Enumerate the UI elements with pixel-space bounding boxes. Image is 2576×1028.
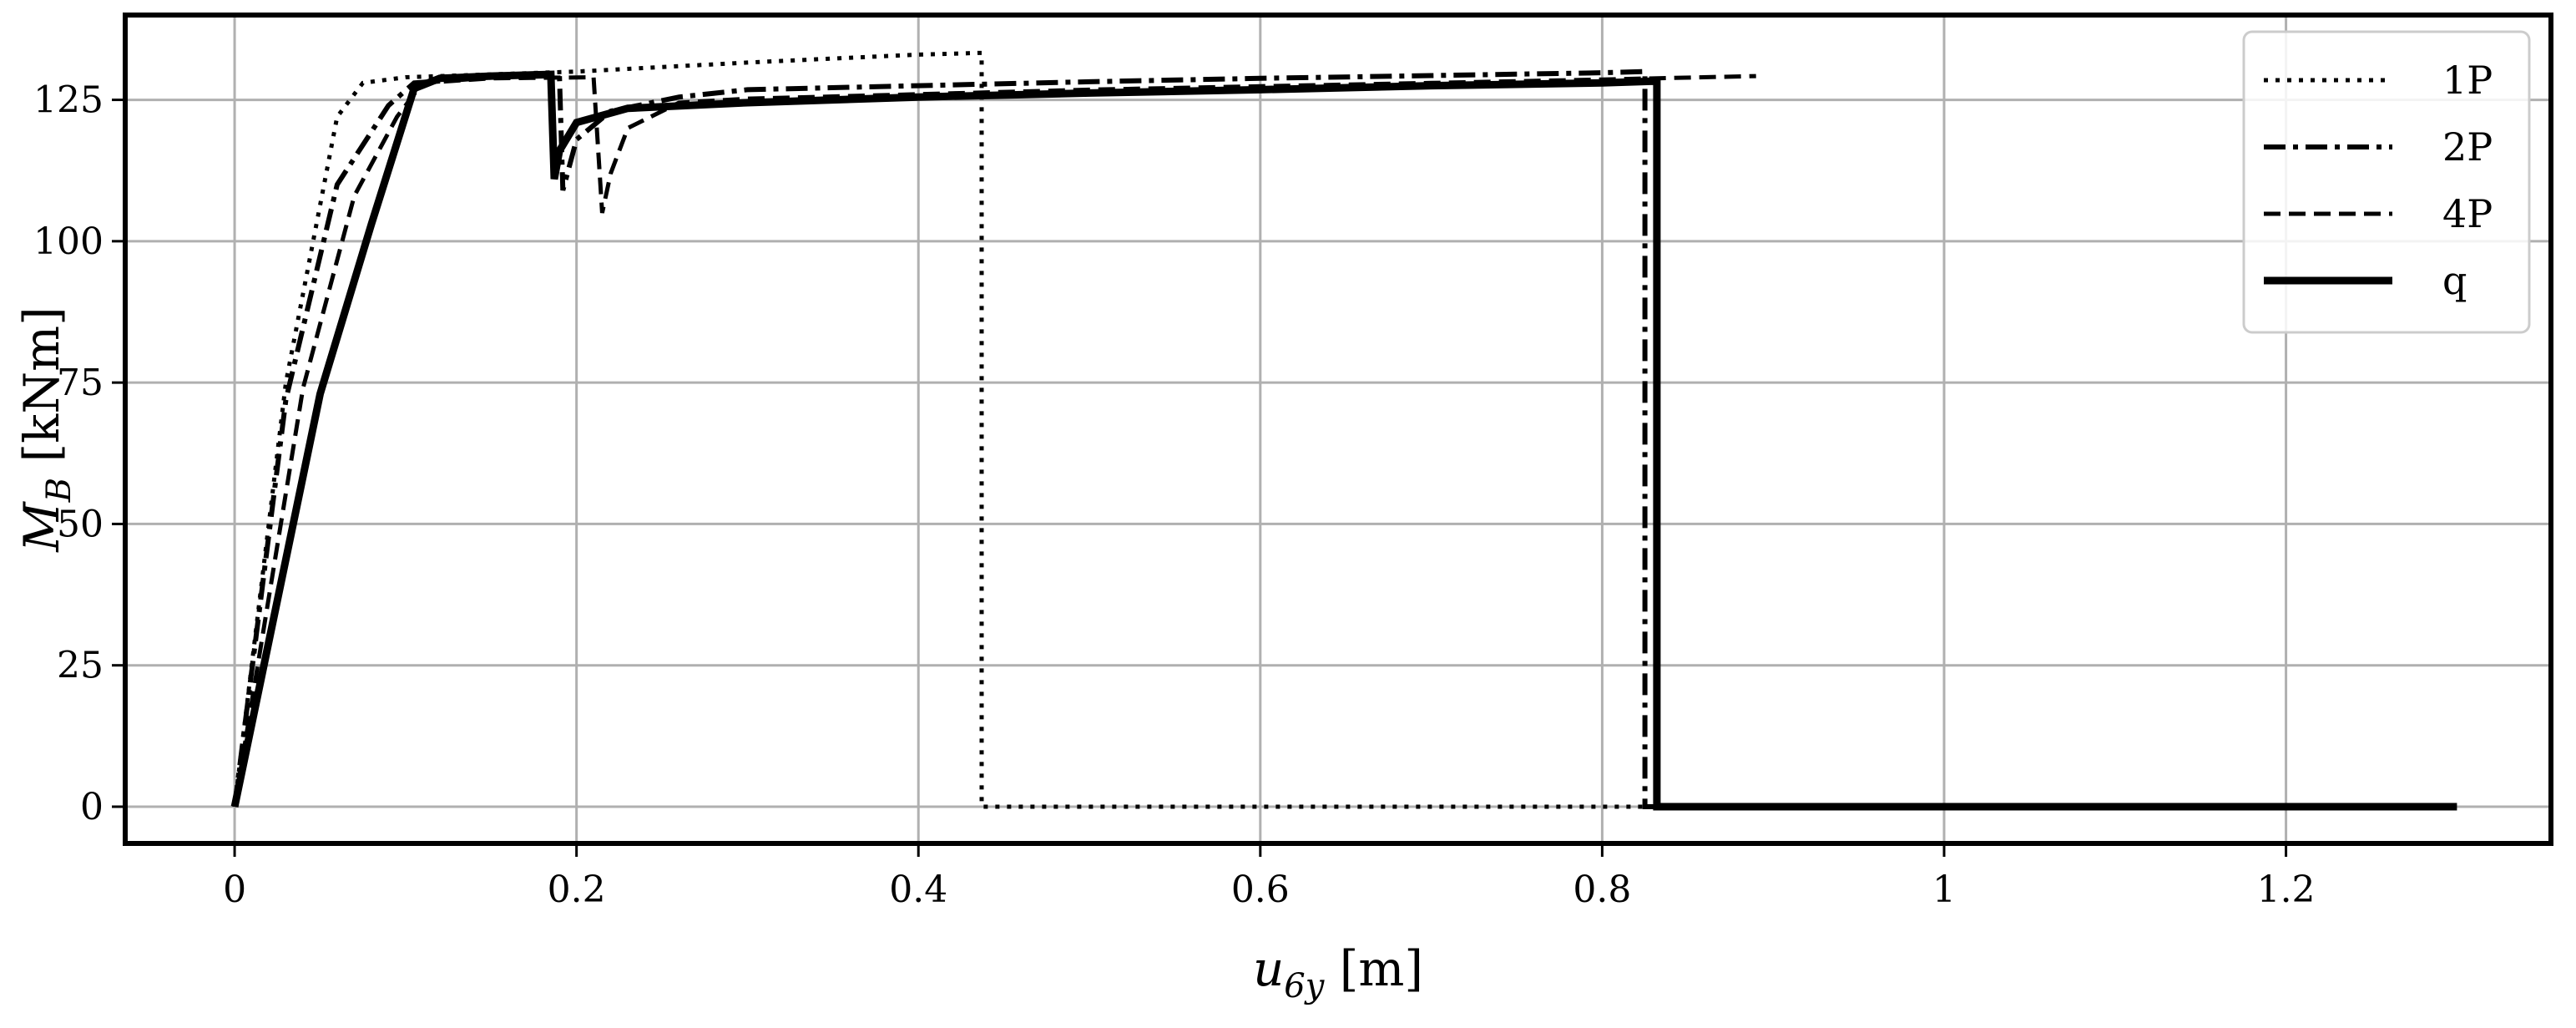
x-axis-subscript: 6y — [1284, 967, 1325, 1005]
x-axis-title: u6y [m] — [1253, 940, 1423, 1005]
y-axis-subscript: B — [40, 478, 78, 503]
x-tick-label: 0 — [223, 868, 246, 911]
y-tick-label: 125 — [33, 79, 104, 122]
y-tick-label: 75 — [57, 362, 104, 404]
y-tick-label: 100 — [33, 220, 104, 263]
axis-ticks: 0 0.2 0.4 0.6 0.8 1 1.2 0 25 50 75 100 125 — [33, 79, 2316, 911]
x-axis-symbol: u — [1253, 940, 1284, 997]
x-axis-unit: [m] — [1324, 940, 1423, 997]
series-line-2p — [232, 68, 2337, 809]
grid-lines — [125, 15, 2551, 843]
x-tick-label: 0.2 — [548, 868, 606, 911]
series-line-4p — [232, 73, 1756, 808]
x-tick-label: 0.4 — [889, 868, 947, 911]
series-line-1p — [232, 50, 1654, 809]
series-layer — [230, 50, 2457, 811]
y-axis-title: MB [kNm] — [13, 306, 78, 552]
legend: 1P 2P 4P q — [2242, 30, 2531, 334]
legend-label-q: q — [2442, 258, 2467, 303]
legend-label-4p: 4P — [2442, 191, 2493, 236]
x-tick-label: 0.8 — [1573, 868, 1631, 911]
y-tick-label: 25 — [57, 645, 104, 687]
series-line-q — [230, 70, 2457, 811]
y-axis-symbol: M — [13, 501, 70, 553]
x-tick-label: 1.2 — [2257, 868, 2316, 911]
x-tick-label: 1 — [1932, 868, 1956, 911]
legend-label-2p: 2P — [2442, 124, 2493, 170]
y-axis-unit: [kNm] — [13, 306, 70, 478]
y-tick-label: 0 — [80, 786, 104, 828]
plot-frame — [123, 13, 2553, 846]
x-tick-label: 0.6 — [1231, 868, 1290, 911]
legend-box — [2242, 30, 2531, 334]
y-tick-label: 50 — [57, 503, 104, 545]
legend-label-1p: 1P — [2442, 58, 2493, 103]
